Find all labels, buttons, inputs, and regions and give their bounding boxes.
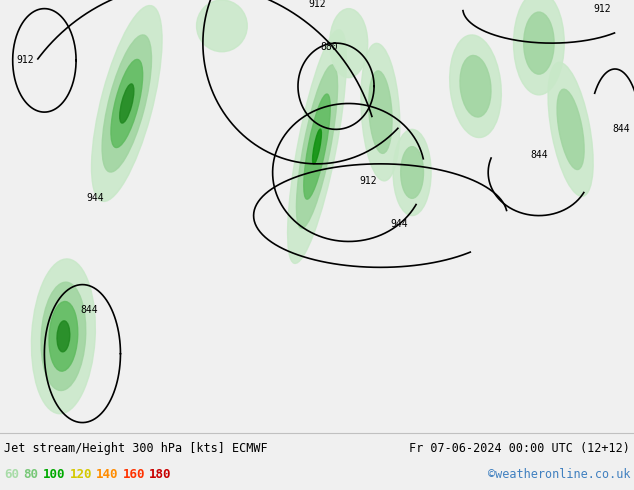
Text: 912: 912 [593, 3, 611, 14]
Ellipse shape [460, 55, 491, 117]
Text: 944: 944 [391, 219, 408, 229]
Text: 140: 140 [96, 468, 119, 481]
Ellipse shape [111, 59, 143, 147]
Text: 844: 844 [80, 305, 98, 316]
Ellipse shape [304, 94, 330, 199]
Text: 60: 60 [4, 468, 19, 481]
Text: 912: 912 [359, 176, 377, 186]
Text: 100: 100 [43, 468, 65, 481]
Ellipse shape [32, 259, 95, 414]
Ellipse shape [401, 147, 424, 198]
Text: 844: 844 [612, 124, 630, 134]
Ellipse shape [313, 129, 321, 164]
Ellipse shape [41, 282, 86, 391]
Ellipse shape [514, 0, 564, 95]
Ellipse shape [288, 30, 346, 264]
Ellipse shape [57, 321, 70, 352]
Ellipse shape [548, 62, 593, 196]
Text: 120: 120 [69, 468, 92, 481]
Ellipse shape [450, 35, 501, 138]
Text: 912: 912 [16, 55, 34, 65]
Ellipse shape [361, 43, 400, 181]
Text: 912: 912 [308, 0, 326, 9]
Ellipse shape [557, 89, 584, 170]
Text: ©weatheronline.co.uk: ©weatheronline.co.uk [488, 468, 630, 481]
Ellipse shape [102, 35, 152, 172]
Ellipse shape [369, 71, 392, 153]
Text: 944: 944 [86, 194, 104, 203]
Text: 180: 180 [149, 468, 172, 481]
Ellipse shape [297, 65, 337, 228]
Text: 880: 880 [321, 43, 339, 52]
Text: Jet stream/Height 300 hPa [kts] ECMWF: Jet stream/Height 300 hPa [kts] ECMWF [4, 442, 268, 455]
Ellipse shape [91, 5, 162, 201]
Ellipse shape [524, 12, 554, 74]
Text: Fr 07-06-2024 00:00 UTC (12+12): Fr 07-06-2024 00:00 UTC (12+12) [409, 442, 630, 455]
Text: 844: 844 [530, 150, 548, 160]
Text: 160: 160 [122, 468, 145, 481]
Ellipse shape [197, 0, 247, 52]
Ellipse shape [330, 9, 368, 77]
Ellipse shape [393, 129, 431, 216]
Text: 80: 80 [23, 468, 39, 481]
Ellipse shape [120, 84, 134, 123]
Ellipse shape [49, 301, 78, 371]
